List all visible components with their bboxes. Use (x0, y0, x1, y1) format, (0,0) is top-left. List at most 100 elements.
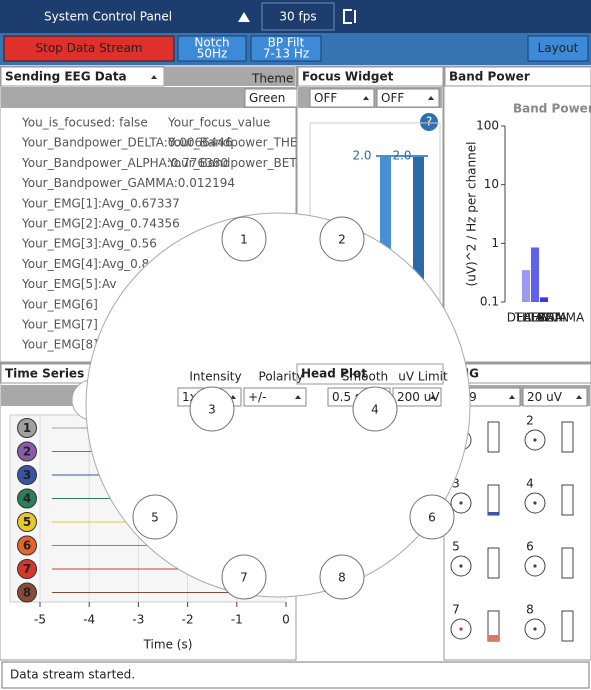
panel-title: Sending EEG Data (5, 70, 127, 84)
emg-bar-frame (487, 421, 500, 453)
top-bar (0, 0, 591, 33)
band-bar (540, 297, 548, 302)
electrode (189, 386, 235, 432)
output-line: Your_EMG[1]:Avg_0.67337 (21, 196, 180, 210)
app-title: System Control Panel (44, 10, 172, 24)
channel-label: 2 (23, 445, 31, 459)
button-label: 7-13 Hz (263, 47, 309, 61)
emg-dot (533, 564, 537, 568)
panel-title: Band Power (449, 70, 530, 84)
status-bar (1, 661, 590, 689)
channel-label: 1 (23, 421, 31, 435)
layout-button[interactable] (527, 35, 589, 62)
electrode (319, 554, 365, 600)
dropdown-value: 0.5 s (332, 390, 361, 404)
help-button[interactable] (420, 113, 438, 131)
channel-button[interactable] (17, 418, 37, 438)
bp-button[interactable] (250, 35, 322, 62)
x-tick-label: THETA (514, 311, 554, 325)
theme-label: Theme (251, 72, 293, 86)
channel-button[interactable] (17, 441, 37, 462)
channel-button[interactable] (17, 488, 37, 509)
emg-dot (459, 501, 463, 505)
panel-title: Head Plot (301, 367, 367, 381)
dropdown-arrow (295, 395, 301, 399)
electrode (221, 554, 267, 600)
focus-label: 2.0 (352, 149, 371, 163)
button-label: Stop Data Stream (36, 41, 143, 55)
x-axis-label: Time (s) (143, 638, 193, 652)
output-line: Your_EMG[3]:Avg_0.56 (21, 237, 157, 251)
output-line: Your_EMG[7] (21, 318, 98, 332)
emg-bar-fill (488, 512, 499, 515)
control-label: Smooth (342, 370, 388, 384)
channel-button[interactable] (17, 559, 37, 579)
x-tick-label: -5 (34, 613, 46, 627)
emg-bar-frame (561, 610, 574, 642)
x-tick-label: 0 (282, 613, 290, 627)
focus-dropdown[interactable] (376, 88, 440, 108)
channel-button[interactable] (17, 512, 37, 532)
channel-button[interactable] (17, 535, 37, 556)
electrode-label: 1 (240, 233, 248, 247)
y-tick-label: 0.1 (480, 295, 499, 309)
x-tick-label: -2 (182, 613, 194, 627)
stop-button[interactable] (3, 35, 175, 62)
collapse-arrow[interactable] (238, 12, 250, 22)
x-tick-label: -1 (231, 613, 243, 627)
emg-label: 5 (452, 540, 460, 554)
panel-header (297, 66, 444, 87)
emg-dot (533, 627, 537, 631)
fps-box[interactable] (261, 2, 335, 31)
electrode (352, 386, 398, 432)
emg-label: 4 (526, 477, 534, 491)
output-line: Your_EMG[8] (21, 338, 98, 352)
x-tick-label: GAMMA (538, 311, 585, 325)
y-tick-label: 10 (484, 177, 499, 191)
panel-strip (164, 67, 295, 86)
emg-dot (533, 438, 537, 442)
emg-dropdown[interactable] (522, 387, 588, 407)
y-axis-label: (uV)^2 / Hz per channel (465, 142, 479, 287)
channel-button[interactable] (17, 465, 37, 485)
electrode-label: 8 (338, 571, 346, 585)
emg-label: 3 (452, 477, 460, 491)
button-label: 50Hz (197, 47, 228, 61)
control-label: Polarity (259, 370, 304, 384)
panel (443, 65, 591, 363)
x-tick-label: ALPHA (523, 311, 563, 325)
status-text: Data stream started. (10, 668, 135, 682)
panel-header (444, 66, 591, 87)
x-tick-label: -3 (132, 613, 144, 627)
x-tick-label: BETA (537, 311, 568, 325)
channel-label: 4 (23, 492, 31, 506)
output-line: Your_EMG[6] (21, 297, 98, 311)
electrode (221, 216, 267, 262)
electrode-label: 3 (208, 403, 216, 417)
panel-title: Time Series (5, 367, 84, 381)
head-plot-dropdown[interactable] (243, 387, 307, 407)
channel-label: 5 (23, 515, 31, 529)
notch-button[interactable] (177, 35, 247, 62)
fps: 30 fps (279, 10, 316, 24)
button-label: Layout (538, 41, 579, 55)
focus-label: 2.0 (392, 149, 411, 163)
electrode (409, 494, 455, 540)
electrode-label: 5 (151, 511, 159, 525)
emg-label: 2 (526, 414, 534, 428)
channel-button[interactable] (17, 582, 37, 603)
panel-strip (1, 87, 295, 108)
channel-label: 8 (23, 586, 31, 600)
y-tick-label: 100 (476, 119, 499, 133)
emg-dot (533, 501, 537, 505)
output-line: You_is_focused: false (21, 116, 148, 130)
output-line: Your_EMG[4]:Avg_0.8 (21, 257, 149, 271)
dropdown-arrow (428, 96, 434, 100)
help-label: ? (426, 115, 432, 129)
emg-bar-frame (487, 547, 500, 579)
x-tick-label: DELTA (507, 311, 544, 325)
electrode-label: 6 (428, 511, 436, 525)
electrode (319, 216, 365, 262)
emg-bar-frame (561, 421, 574, 453)
focus-dropdown[interactable] (309, 88, 375, 108)
